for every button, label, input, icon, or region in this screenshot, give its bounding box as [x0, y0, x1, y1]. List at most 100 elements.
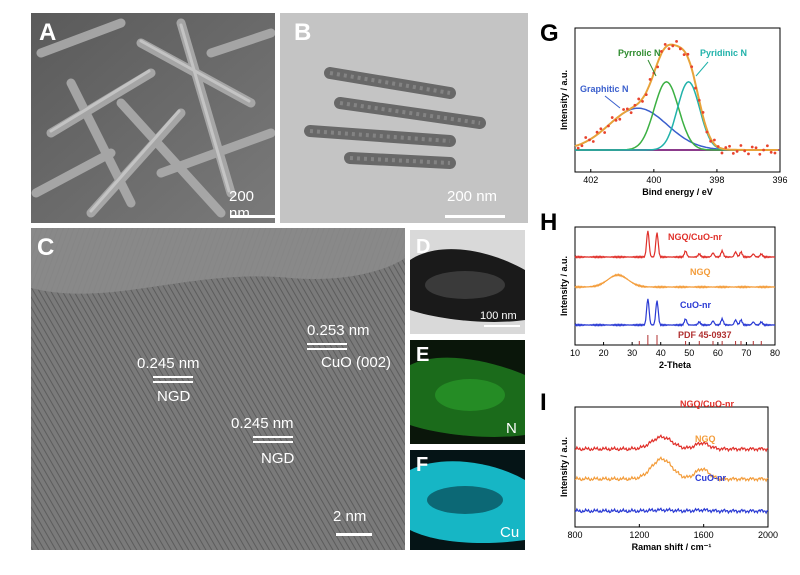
panel-label-e: E — [416, 344, 430, 366]
arrow-graphitic-n — [604, 95, 621, 109]
panel-e-n-map: E N — [410, 340, 525, 444]
data-point — [728, 144, 731, 148]
scale-label-b: 200 nm — [447, 188, 498, 205]
lattice-spacing-ngd-2: 0.245 nm — [231, 415, 294, 432]
legend-ngq: NGQ — [690, 267, 711, 277]
lattice-marker-cuo — [307, 343, 347, 345]
xrd-plot: 10 20 30 40 50 60 70 80 2-Theta Intensity / a.u. N… — [559, 226, 780, 370]
scale-label-c: 2 nm — [333, 508, 367, 525]
data-point — [599, 127, 603, 131]
x-tick-label: 70 — [741, 348, 751, 358]
data-point — [739, 144, 743, 147]
label-pyridinic-n: Pyridinic N — [700, 48, 747, 58]
data-point — [747, 152, 750, 156]
data-point — [716, 145, 720, 148]
cu-map-texture — [410, 450, 525, 550]
panel-label-g: G — [540, 20, 559, 47]
panel-label-d: D — [416, 236, 431, 258]
x-tick-label: 396 — [772, 175, 787, 185]
lattice-label-ngd-1: NGD — [157, 388, 191, 405]
legend-ngq: NGQ — [695, 434, 716, 444]
data-point — [754, 146, 758, 150]
data-point — [629, 111, 633, 115]
data-point — [591, 140, 595, 143]
data-point — [675, 39, 678, 43]
plot-frame — [574, 226, 776, 346]
label-graphitic-n: Graphitic N — [580, 84, 629, 94]
data-point — [588, 138, 591, 142]
legend-cuo-nr: CuO-nr — [695, 473, 726, 483]
raman-curve-cuo-nr — [574, 507, 769, 515]
panel-h-xrd-chart: H 10 20 30 40 50 60 70 80 2-Theta Intensity / a.u… — [540, 205, 790, 380]
data-point — [576, 146, 580, 150]
data-point — [625, 107, 629, 111]
data-point — [644, 93, 648, 97]
panel-label-i: I — [540, 389, 547, 416]
x-tick-label: 800 — [567, 530, 582, 540]
data-point — [580, 144, 584, 148]
scale-label-d: 100 nm — [480, 310, 517, 322]
data-point — [610, 116, 614, 119]
y-axis-title: Intensity / a.u. — [559, 437, 569, 497]
element-label-n: N — [506, 420, 517, 437]
lattice-label-cuo: CuO (002) — [321, 354, 392, 371]
raman-curve-ngq — [574, 456, 769, 483]
data-point — [603, 131, 607, 134]
arrow-pyridinic-n — [695, 61, 709, 77]
data-point — [686, 52, 690, 56]
n-map-texture — [410, 340, 525, 444]
component-curve-graphitic-n — [574, 107, 779, 151]
lattice-spacing-ngd-1: 0.245 nm — [137, 355, 200, 372]
panel-g-xps-chart: G 402 400 398 396 Bind energy / eV Intensity … — [540, 10, 790, 210]
lattice-marker-cuo-2 — [307, 348, 347, 350]
data-point — [694, 86, 697, 90]
panel-label-h: H — [540, 209, 558, 236]
x-axis-title: 2-Theta — [659, 360, 692, 370]
x-axis-title: Bind energy / eV — [642, 187, 713, 197]
legend-cuo-nr: CuO-nr — [680, 300, 711, 310]
label-pyrrolic-n: Pyrrolic N — [618, 48, 661, 58]
data-point — [682, 53, 686, 57]
xrd-curve-cuo-nr — [574, 298, 776, 327]
data-point — [678, 47, 682, 51]
y-axis-title: Intensity / a.u. — [559, 256, 569, 316]
x-tick-label: 80 — [770, 348, 780, 358]
data-point — [743, 149, 747, 153]
x-tick-label: 2000 — [758, 530, 778, 540]
lattice-spacing-cuo: 0.253 nm — [307, 322, 370, 339]
raman-plot: 800 1200 1600 2000 Raman shift / cm⁻¹ Intensi… — [559, 399, 778, 552]
data-point — [584, 136, 588, 139]
data-point — [641, 100, 644, 103]
data-point — [762, 148, 765, 152]
lattice-marker-ngd-1 — [153, 376, 193, 378]
data-point — [614, 118, 618, 122]
plot-frame — [574, 27, 781, 173]
haadf-particle — [410, 230, 525, 334]
data-point — [648, 77, 652, 81]
panel-f-cu-map: F Cu — [410, 450, 525, 550]
lattice-marker-ngd-2b — [253, 441, 293, 443]
data-point — [724, 146, 728, 149]
data-point — [656, 65, 660, 69]
tem-nanorods — [280, 13, 528, 223]
data-point — [713, 138, 716, 142]
scale-bar-a — [231, 215, 275, 218]
fit-envelope-curve — [574, 43, 779, 151]
lattice-marker-ngd-2 — [253, 436, 293, 438]
x-tick-label: 402 — [583, 175, 598, 185]
data-point — [731, 152, 735, 155]
data-point — [720, 151, 724, 155]
scale-bar-d — [484, 325, 520, 327]
x-tick-label: 40 — [656, 348, 666, 358]
data-point — [773, 151, 777, 155]
data-point — [622, 108, 625, 111]
xrd-curve-ngq — [574, 273, 776, 289]
x-axis-title: Raman shift / cm⁻¹ — [632, 542, 712, 552]
y-axis-title: Intensity / a.u. — [559, 70, 569, 130]
data-point — [667, 47, 671, 51]
sem-nanorods — [31, 13, 275, 223]
legend-ngq-cuo-nr: NGQ/CuO-nr — [680, 399, 734, 409]
data-point — [607, 124, 610, 128]
data-point — [769, 150, 773, 154]
arrow-pyrrolic-n — [647, 59, 657, 77]
